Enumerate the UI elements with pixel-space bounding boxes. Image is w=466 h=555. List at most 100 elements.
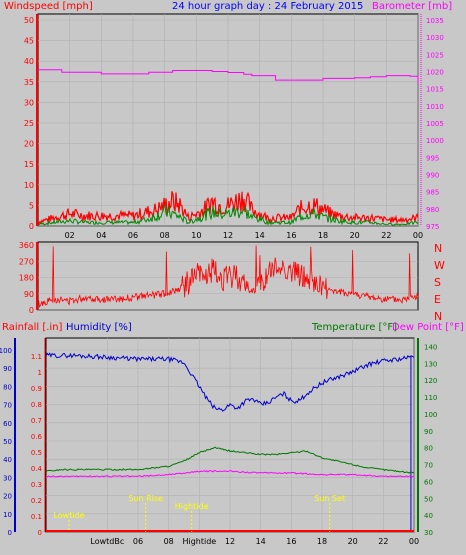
humidity-series <box>45 352 415 412</box>
compass-label: N <box>434 242 442 255</box>
time-tick-label: 20 <box>350 231 360 240</box>
compass-label: E <box>434 293 441 306</box>
time-tick-label: 08 <box>164 537 174 546</box>
windspeed-tick-label: 25 <box>24 119 34 128</box>
windspeed-tick-label: 45 <box>24 37 34 46</box>
direction-tick-label: 0 <box>29 306 34 315</box>
barometer-tick-label: 980 <box>426 206 439 214</box>
humidity-tick-label: 100 <box>0 347 12 355</box>
time-tick-label: 04 <box>96 231 106 240</box>
humidity-tick-label: 0 <box>8 529 12 537</box>
barometer-tick-label: 1005 <box>426 120 444 128</box>
barometer-tick-label: 985 <box>426 189 439 197</box>
windspeed-tick-label: 5 <box>29 201 34 210</box>
temperature-tick-label: 120 <box>424 377 437 385</box>
chart-title: 24 hour graph day : 24 February 2015 <box>172 1 363 12</box>
annotation-label: Hightide <box>175 502 209 511</box>
temperature-tick-label: 50 <box>424 495 433 503</box>
temperature-panel: 010203040506070809010000.10.20.30.40.50.… <box>0 338 437 546</box>
windspeed-tick-label: 35 <box>24 78 34 87</box>
barometer-series <box>38 69 419 84</box>
barometer-tick-label: 1030 <box>426 34 444 42</box>
barometer-tick-label: 975 <box>426 223 439 231</box>
time-tick-label: 22 <box>381 231 391 240</box>
time-tick-label: 10 <box>191 231 201 240</box>
average-wind-series <box>37 204 419 226</box>
humidity-tick-label: 90 <box>3 365 12 373</box>
humidity-tick-label: 70 <box>3 402 12 410</box>
time-tick-label: 06 <box>133 537 143 546</box>
windspeed-tick-label: 10 <box>24 181 34 190</box>
rainfall-tick-label: 0.9 <box>31 385 42 393</box>
annotation-label: Sun Set <box>314 494 345 503</box>
direction-tick-label: 180 <box>19 274 34 283</box>
barometer-label: Barometer [mb] <box>372 1 452 12</box>
humidity-label: Humidity [%] <box>66 322 132 333</box>
time-tick-label: 06 <box>128 231 138 240</box>
rainfall-tick-label: 0.7 <box>31 417 42 425</box>
time-tick-label: 16 <box>286 231 296 240</box>
wind-panel: 0510152025303540455097598098599099510001… <box>24 14 444 240</box>
rainfall-tick-label: 0.5 <box>31 449 42 457</box>
temperature-tick-label: 140 <box>424 343 437 351</box>
temperature-tick-label: 90 <box>424 428 433 436</box>
time-tick-label: LowtdBc <box>90 537 124 546</box>
compass-label: S <box>434 276 441 289</box>
windspeed-tick-label: 0 <box>29 222 34 231</box>
humidity-tick-label: 10 <box>3 511 12 519</box>
annotation-label: Lowtide <box>53 511 84 520</box>
direction-tick-label: 90 <box>24 290 34 299</box>
temperature-label: Temperature [°F] <box>311 322 397 333</box>
humidity-tick-label: 50 <box>3 438 12 446</box>
windspeed-label: Windspeed [mph] <box>4 1 93 12</box>
rainfall-tick-label: 0.8 <box>31 401 42 409</box>
rainfall-tick-label: 0.6 <box>31 433 43 441</box>
dewpoint-series <box>46 470 415 478</box>
rainfall-tick-label: 1.1 <box>31 353 42 361</box>
time-tick-label: 18 <box>317 537 327 546</box>
time-tick-label: 12 <box>223 231 233 240</box>
barometer-tick-label: 1025 <box>426 51 444 59</box>
compass-label: N <box>434 310 442 323</box>
rainfall-tick-label: 1 <box>38 369 42 377</box>
rainfall-tick-label: 0 <box>38 529 42 537</box>
time-tick-label: 00 <box>413 231 423 240</box>
barometer-tick-label: 1015 <box>426 86 444 94</box>
time-tick-label: 08 <box>160 231 170 240</box>
temperature-tick-label: 60 <box>424 478 433 486</box>
time-tick-label: 14 <box>256 537 266 546</box>
direction-tick-label: 360 <box>19 241 34 250</box>
temperature-tick-label: 110 <box>424 394 437 402</box>
barometer-tick-label: 995 <box>426 154 439 162</box>
temperature-tick-label: 100 <box>424 411 437 419</box>
windspeed-tick-label: 50 <box>24 16 34 25</box>
rainfall-label: Rainfall [.in] <box>2 322 63 333</box>
humidity-tick-label: 80 <box>3 383 12 391</box>
temperature-tick-label: 130 <box>424 360 437 368</box>
time-tick-label: 00 <box>409 537 419 546</box>
humidity-tick-label: 40 <box>3 456 12 464</box>
wind-direction-series <box>37 245 419 308</box>
time-tick-label: 12 <box>225 537 235 546</box>
barometer-tick-label: 1035 <box>426 17 444 25</box>
temperature-tick-label: 40 <box>424 512 433 520</box>
temperature-tick-label: 80 <box>424 445 433 453</box>
humidity-tick-label: 20 <box>3 493 12 501</box>
humidity-tick-label: 60 <box>3 420 12 428</box>
temperature-tick-label: 70 <box>424 462 433 470</box>
rainfall-tick-label: 0.1 <box>31 513 42 521</box>
rainfall-tick-label: 0.3 <box>31 481 42 489</box>
time-tick-label: 14 <box>255 231 265 240</box>
rainfall-tick-label: 0.2 <box>31 497 42 505</box>
windspeed-tick-label: 40 <box>24 57 34 66</box>
time-tick-label: 22 <box>378 537 388 546</box>
windspeed-tick-label: 20 <box>24 140 34 149</box>
time-tick-label: 20 <box>348 537 358 546</box>
humidity-tick-label: 30 <box>3 474 12 482</box>
barometer-tick-label: 990 <box>426 172 439 180</box>
compass-label: W <box>434 259 445 272</box>
time-tick-label: Hightide <box>182 537 216 546</box>
annotation-label: Sun Rise <box>128 494 163 503</box>
